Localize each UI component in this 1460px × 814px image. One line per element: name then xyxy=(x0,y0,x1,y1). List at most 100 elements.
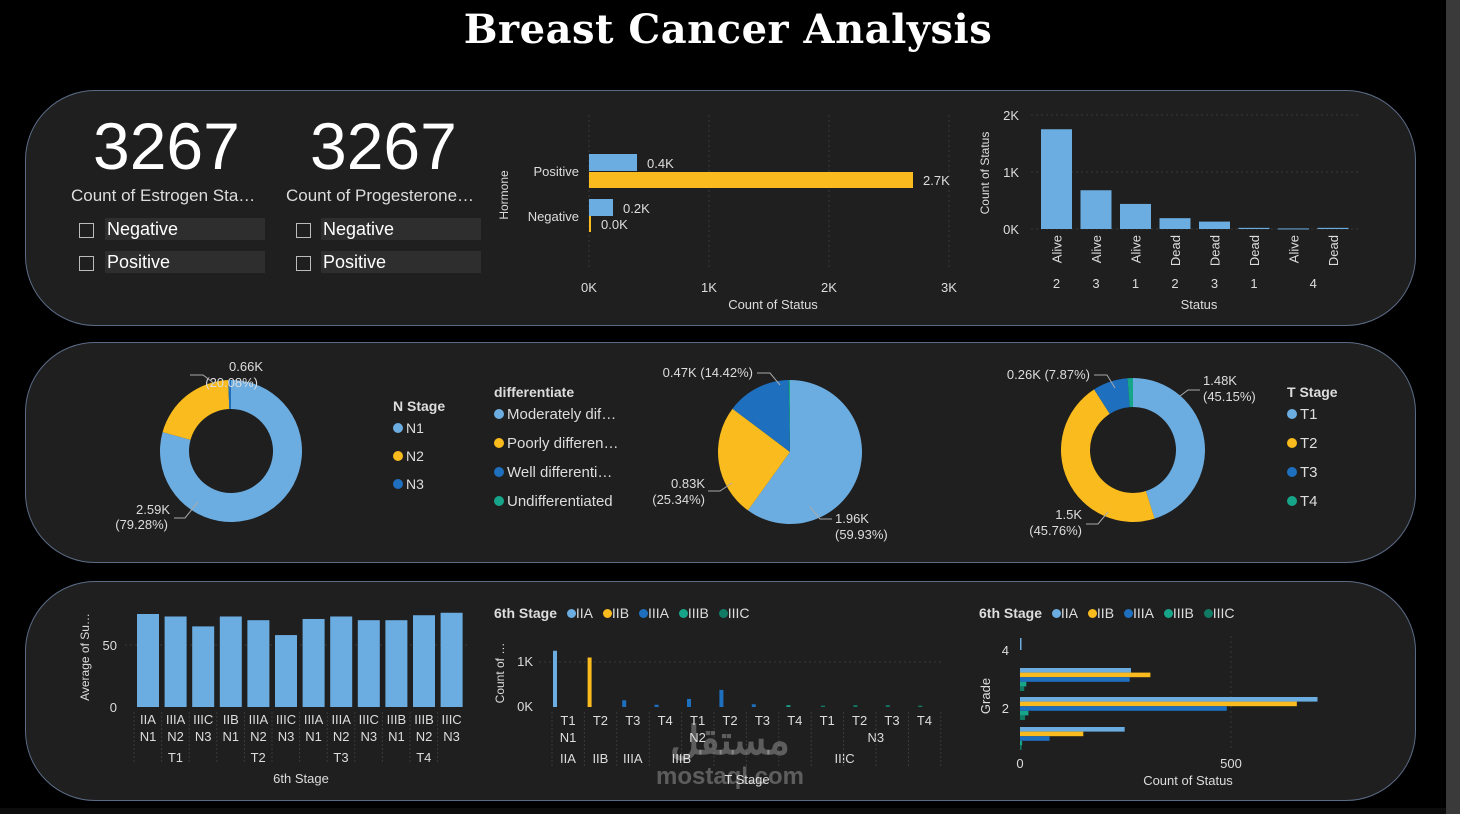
grade-y-tick-2: 2 xyxy=(1002,701,1009,716)
tstage-stage-label: IIB xyxy=(592,751,608,766)
survival-t-label: T3 xyxy=(333,750,348,765)
hormone-x-tick-0: 0K xyxy=(581,280,597,295)
n-stage-legend-n1[interactable]: N1 xyxy=(393,420,445,448)
survival-bar xyxy=(164,616,187,707)
status-bar-chart: Alive Alive Alive Dead Dead Dead Alive Dead 2 3 1 2… xyxy=(978,108,1360,312)
grade-x-label: Count of Status xyxy=(1143,773,1233,788)
survival-bar xyxy=(385,620,408,707)
t-stage-legend-t1[interactable]: T1 xyxy=(1287,406,1338,435)
survival-t-label: T4 xyxy=(416,750,431,765)
grade-x-tick-0: 0 xyxy=(1016,756,1023,771)
estrogen-negative-checkbox[interactable] xyxy=(79,223,94,238)
hormone-bar-blue-label: 0.4K xyxy=(647,156,674,171)
n-donut-slice xyxy=(162,380,230,440)
differentiate-legend-undiff[interactable]: Undifferentiated xyxy=(494,493,618,522)
legend-dot-icon xyxy=(393,451,403,461)
hormone-bars: 0.4K 2.7K 0.2K0.0K xyxy=(589,154,950,232)
hormone-bar-blue xyxy=(589,154,637,171)
hormone-bar-blue-label: 0.2K xyxy=(623,201,650,216)
survival-stage-label: IIIB xyxy=(387,712,407,727)
t-label-t1-value: 1.48K xyxy=(1203,373,1237,388)
watermark-latin: mostaql.com xyxy=(655,763,805,790)
grade-bar xyxy=(1020,736,1050,741)
t-donut-slice xyxy=(1127,378,1133,408)
tstage-bar xyxy=(687,698,691,707)
grade-bar xyxy=(1020,672,1151,678)
progesterone-positive-checkbox[interactable] xyxy=(296,256,311,271)
grade-bar xyxy=(1020,706,1227,711)
tstage-col-label: T4 xyxy=(658,713,673,728)
tstage-col-label: T2 xyxy=(593,713,608,728)
legend-dot-icon xyxy=(494,496,504,506)
n-donut-slice xyxy=(228,380,231,410)
tstage-bar xyxy=(553,650,557,707)
legend-dot-icon xyxy=(566,609,576,618)
legend-dot-icon xyxy=(1287,467,1297,477)
t-donut-slice xyxy=(1094,378,1130,414)
hormone-bar-yellow xyxy=(589,172,913,188)
hormone-x-tick-1: 1K xyxy=(701,280,717,295)
tstage-col-label: T1 xyxy=(820,713,835,728)
survival-y-label: Average of Su… xyxy=(78,613,92,701)
grade-bar xyxy=(1020,727,1125,732)
differentiate-legend-well[interactable]: Well differenti… xyxy=(494,464,618,493)
survival-stage-label: IIIC xyxy=(193,712,213,727)
t-stage-legend-t2[interactable]: T2 xyxy=(1287,435,1338,464)
survival-bar-chart: IIA N1 IIIA N2 IIIC N3 IIB N1 IIIA N2 IIIC N3 IIIA N1… xyxy=(78,612,470,786)
survival-t-label: T1 xyxy=(168,750,183,765)
hormone-grid xyxy=(588,115,950,270)
grade-bar xyxy=(1020,731,1084,737)
n-stage-legend-n2[interactable]: N2 xyxy=(393,448,445,476)
n-stage-legend-title: N Stage xyxy=(393,398,446,414)
estrogen-negative-option[interactable]: Negative xyxy=(105,218,265,240)
tstage-col-label: T3 xyxy=(755,713,770,728)
tstage-bar xyxy=(786,705,791,707)
panel-top xyxy=(25,90,1416,326)
survival-y-tick-50: 50 xyxy=(103,638,117,653)
t-stage-legend-t3[interactable]: T3 xyxy=(1287,464,1338,493)
page-title: Breast Cancer Analysis xyxy=(463,6,993,53)
tstage-bar xyxy=(821,705,825,707)
differentiate-legend-poor[interactable]: Poorly differen… xyxy=(494,435,618,464)
tstage-y-tick-1k: 1K xyxy=(517,654,533,669)
n-label-n1-pct: (79.28%) xyxy=(115,517,168,532)
survival-n-label: N3 xyxy=(278,729,295,744)
legend-dot-icon xyxy=(602,609,612,618)
hormone-x-tick-3: 3K xyxy=(941,280,957,295)
survival-bar xyxy=(357,620,380,707)
diff-pie-slice xyxy=(788,380,790,452)
differentiate-legend: differentiate Moderately dif… Poorly dif… xyxy=(494,384,618,522)
vertical-scrollbar[interactable] xyxy=(1446,0,1460,814)
grade-bar xyxy=(1020,745,1022,750)
hormone-cat-positive: Positive xyxy=(533,164,579,179)
estrogen-positive-option[interactable]: Positive xyxy=(105,251,265,273)
survival-n-label: N3 xyxy=(360,729,377,744)
legend-dot-icon xyxy=(494,438,504,448)
legend-dot-icon xyxy=(1163,609,1173,618)
tstage-col-label: T2 xyxy=(722,713,737,728)
t-label-t2-value: 1.5K xyxy=(1055,507,1082,522)
estrogen-positive-checkbox[interactable] xyxy=(79,256,94,271)
survival-bar xyxy=(275,635,297,707)
status-bar-label: Dead xyxy=(1247,235,1262,266)
t-stage-donut: 0.26K (7.87%) 1.48K (45.15%) 1.5K (45.76… xyxy=(1007,367,1256,538)
progesterone-negative-checkbox[interactable] xyxy=(296,223,311,238)
hormone-bar-blue xyxy=(589,199,613,216)
grade-y-label: Grade xyxy=(978,678,993,714)
legend-dot-icon xyxy=(1087,609,1097,618)
status-y-label: Count of Status xyxy=(978,132,992,215)
status-bar-label: Dead xyxy=(1208,235,1223,266)
progesterone-negative-option[interactable]: Negative xyxy=(321,218,481,240)
progesterone-positive-option[interactable]: Positive xyxy=(321,251,481,273)
diff-label-moderate-value: 1.96K xyxy=(835,511,869,526)
watermark-arabic: مستقل xyxy=(670,719,790,763)
bottom-bar xyxy=(0,808,1446,814)
diff-label-poor-value: 0.83K xyxy=(671,476,705,491)
differentiate-legend-moderate[interactable]: Moderately dif… xyxy=(494,406,618,435)
n-stage-legend-n3[interactable]: N3 xyxy=(393,476,445,504)
survival-n-label: N3 xyxy=(443,729,460,744)
status-bar-label: Alive xyxy=(1050,235,1065,263)
survival-bar xyxy=(219,616,242,707)
tstage-bar xyxy=(751,704,756,707)
t-stage-legend-t4[interactable]: T4 xyxy=(1287,493,1338,522)
